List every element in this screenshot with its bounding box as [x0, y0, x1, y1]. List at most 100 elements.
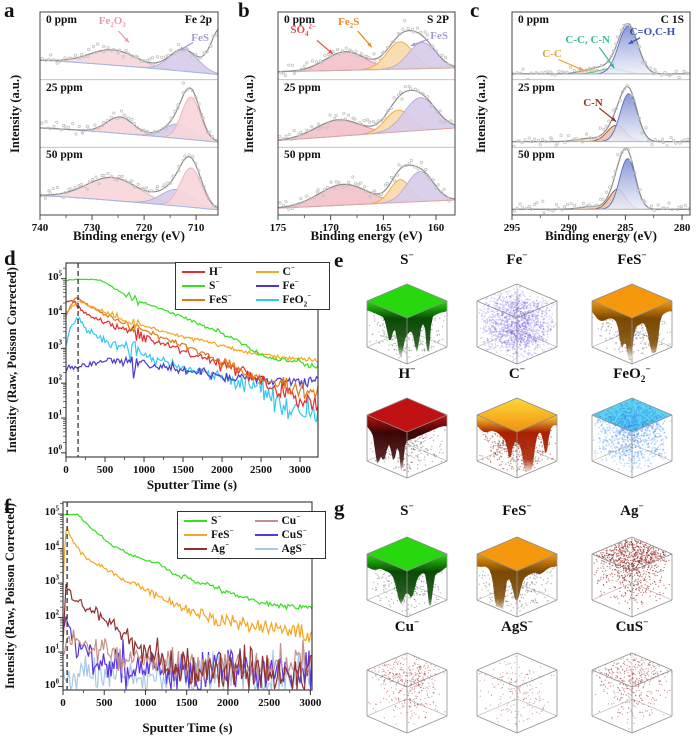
x-axis-label-d: Sputter Time (s) — [146, 477, 238, 492]
xps-row-b-0 — [278, 18, 455, 78]
y-axis-label-d: Intensity (Raw, Poisson Corrected) — [5, 267, 19, 453]
xps-annotation-label: C-N — [583, 97, 603, 110]
xps-chart-b — [277, 11, 456, 220]
x-tick-label: 2500 — [258, 697, 281, 709]
panel-e-ion-maps: e S− Fe− FeS− H− C− FeO2− — [330, 248, 700, 495]
xps-row-label: 25 ppm — [46, 81, 83, 94]
panel-b-xps-s2p: b 0 ppm S 2P SO42− Fe2S FeS 25 ppm 50 ppm 175 17… — [232, 0, 462, 248]
panel-g-ion-maps: g S− FeS− Ag− Cu− AgS− CuS− — [330, 495, 700, 745]
x-tick-label: 285 — [617, 222, 634, 234]
panel-letter-a: a — [4, 0, 15, 22]
cube-label: FeO2− — [613, 365, 651, 385]
legend-line-swatch — [254, 519, 278, 523]
xps-chart-a — [39, 11, 219, 220]
x-tick-label: 0 — [60, 697, 66, 709]
y-tick-label: 103 — [44, 574, 59, 588]
legend-label: H− — [209, 264, 223, 278]
legend-line-swatch — [255, 270, 279, 274]
xps-annotation-label: FeS — [191, 32, 210, 45]
cube-label: S− — [400, 251, 414, 268]
y-tick-label: 102 — [47, 374, 62, 388]
legend-label: Ag− — [211, 541, 230, 555]
legend-line-swatch — [254, 533, 278, 537]
xps-panel-title: C 1S — [660, 14, 684, 26]
legend-item: Fe− — [255, 278, 324, 292]
y-tick-label: 101 — [47, 409, 62, 422]
xps-row-a-1 — [40, 81, 218, 143]
legend-item: H− — [182, 264, 250, 278]
y-tick-label: 105 — [47, 270, 62, 283]
legend-item: CuS− — [254, 528, 320, 541]
xps-row-label: 50 ppm — [46, 149, 83, 162]
xps-annotation-label: SO42− — [290, 23, 316, 39]
series-line — [66, 278, 318, 369]
panel-letter-b: b — [238, 0, 250, 22]
panel-letter-e: e — [334, 248, 344, 272]
y-tick-label: 103 — [47, 339, 62, 353]
legend-item: C− — [255, 264, 324, 278]
legend-label: C− — [282, 264, 295, 278]
x-axis-label-b: Binding energy (eV) — [310, 228, 423, 243]
legend-label: S− — [209, 278, 220, 292]
cube-grid-e — [366, 283, 673, 479]
cube-label: Cu− — [394, 618, 420, 635]
y-axis-label-c: Intensity (a.u.) — [474, 74, 488, 153]
x-tick-label: 290 — [560, 222, 577, 234]
y-tick-label: 105 — [44, 505, 59, 519]
xps-row-label: 50 ppm — [518, 149, 555, 162]
xps-row-c-0 — [512, 22, 690, 80]
xps-row-label: 25 ppm — [284, 81, 321, 94]
x-tick-label: 1000 — [133, 464, 156, 476]
legend-item: S− — [182, 278, 250, 292]
plot-d: 0 500 1000 1500 2000 2500 3000 100 101 102 103 104 1… — [0, 248, 330, 495]
cube-label: Fe− — [506, 251, 528, 268]
legend-item: S− — [184, 513, 249, 527]
cube-label: AgS− — [501, 618, 533, 635]
cube-label: C− — [508, 365, 526, 382]
legend-line-swatch — [255, 284, 279, 288]
legend-item: FeO2− — [255, 292, 324, 309]
xps-row-a-0 — [40, 28, 218, 75]
x-tick-label: 2000 — [216, 697, 239, 709]
x-tick-label: 1500 — [175, 697, 198, 709]
panel-letter-f: f — [4, 494, 11, 518]
panel-d-depth-profile: d 0 500 1000 1500 2000 2500 3000 100 101 102 103 10… — [0, 248, 330, 495]
plot-f: 0 500 1000 1500 2000 2500 3000 100 101 102 103 104 1… — [0, 495, 330, 745]
legend-label: S− — [211, 513, 222, 527]
cube-label: CuS− — [615, 618, 649, 635]
legend-line-swatch — [184, 547, 207, 551]
xps-annotation-label: C=O,C-H — [629, 25, 676, 38]
xps-row-label: 50 ppm — [284, 149, 321, 162]
xps-row-b-1 — [278, 85, 455, 141]
panel-c-xps-c1s: c 0 ppm C 1S C-C C-C, C-N C=O,C-H 25 ppm C-N 50… — [462, 0, 700, 248]
y-axis-label-f: Intensity (Raw, Poisson Corrected) — [3, 503, 17, 689]
legend: S− Cu− FeS− CuS− Ag− AgS− — [177, 511, 326, 559]
series-line — [66, 355, 318, 390]
x-tick-label: 500 — [96, 464, 114, 476]
legend-item: FeS− — [184, 528, 249, 541]
x-tick-label: 2500 — [250, 464, 273, 476]
legend-label: AgS− — [281, 541, 307, 555]
panel-a-xps-fe2p: a 0 ppm Fe 2p Fe2O3 FeS 25 ppm 50 ppm 740 730 72… — [0, 0, 232, 248]
plot-e: S− Fe− FeS− H− C− FeO2− — [330, 248, 700, 495]
xps-annotation-label: Fe2S — [338, 16, 360, 31]
series-line — [63, 513, 312, 611]
legend-item: FeS− — [182, 293, 250, 306]
x-tick-label: 1000 — [134, 697, 157, 709]
x-axis-label-c: Binding energy (eV) — [545, 228, 657, 243]
x-tick-label: 3000 — [299, 697, 322, 709]
x-tick-label: 2000 — [211, 464, 234, 476]
y-tick-label: 101 — [44, 643, 59, 657]
legend-label: Fe− — [282, 278, 299, 292]
xps-annotation-label: FeS — [430, 29, 448, 42]
legend-item: AgS− — [254, 541, 320, 555]
xps-row-a-2 — [40, 153, 218, 211]
series-line — [66, 300, 318, 363]
legend-item: Cu− — [254, 514, 320, 527]
panel-letter-g: g — [334, 496, 345, 520]
legend-label: FeO2− — [282, 292, 312, 309]
x-tick-label: 160 — [427, 222, 445, 234]
series-line — [63, 616, 312, 690]
x-axis-label-f: Sputter Time (s) — [142, 720, 233, 735]
